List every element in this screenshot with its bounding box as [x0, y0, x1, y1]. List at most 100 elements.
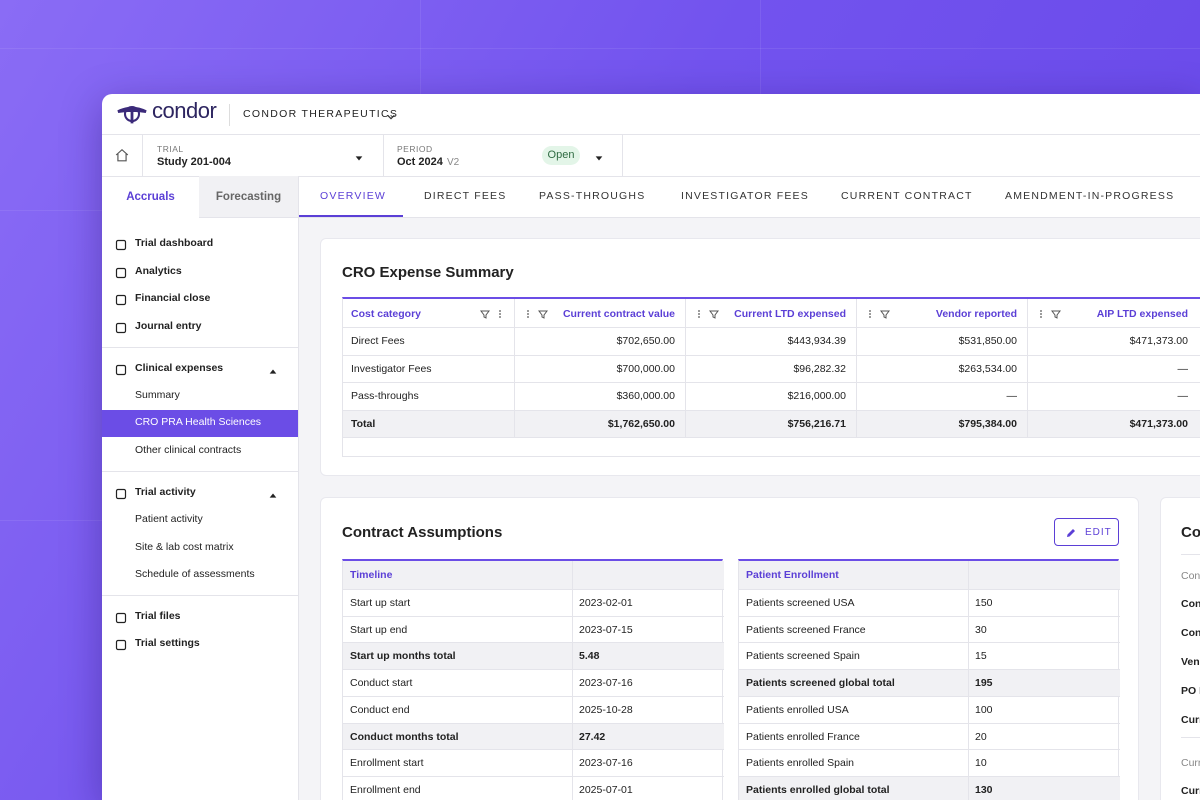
- table-cell: Conduct months total: [350, 730, 459, 743]
- table-cell: 30: [975, 623, 987, 636]
- nav-icon-svg: [115, 267, 127, 279]
- nav-icon: [115, 266, 127, 279]
- side-tab[interactable]: Forecasting: [215, 191, 282, 203]
- table-cell: $443,934.39: [787, 335, 846, 347]
- column-header[interactable]: Current LTD expensed: [734, 308, 846, 320]
- logo-mark-svg: [117, 105, 147, 124]
- nav-icon: [115, 363, 127, 376]
- tab[interactable]: OVERVIEW: [320, 190, 387, 202]
- nav-active-bg: [102, 410, 298, 437]
- row-border: [343, 775, 724, 800]
- period-value[interactable]: Oct 2024: [397, 156, 443, 168]
- nav-icon: [115, 611, 127, 624]
- nav-item[interactable]: Patient activity: [135, 513, 203, 525]
- filter-border: [383, 134, 384, 176]
- card: Contract Assumptions EDIT Timeline Start up…: [320, 497, 1139, 800]
- filter-border: [142, 134, 143, 176]
- nav-icon: [115, 238, 127, 251]
- menu-icon: [864, 307, 876, 319]
- nav-item[interactable]: CRO PRA Health Sciences: [135, 416, 262, 428]
- period-dropdown-svg: [595, 156, 603, 161]
- period-label: PERIOD: [397, 144, 433, 154]
- status-pill: Open: [542, 146, 580, 165]
- side-tab[interactable]: Accruals: [126, 191, 175, 203]
- column-header[interactable]: Cost category: [351, 308, 422, 320]
- menu-icon-svg: [1040, 310, 1042, 318]
- table-cell: 2023-07-16: [579, 677, 633, 690]
- row-border: [343, 669, 724, 696]
- trial-label: TRIAL: [157, 144, 184, 154]
- nav-item[interactable]: Clinical expenses: [135, 362, 224, 374]
- row-border: [343, 354, 1200, 383]
- field: PO N: [1181, 685, 1200, 697]
- column-header[interactable]: Vendor reported: [935, 308, 1017, 320]
- filter-icon-svg: [538, 310, 548, 319]
- table-cell: $263,534.00: [958, 362, 1017, 375]
- table-cell: Patients enrolled USA: [746, 703, 849, 716]
- table-cell: Investigator Fees: [351, 362, 432, 375]
- row-border: [343, 642, 724, 670]
- filter-icon-svg: [880, 310, 890, 319]
- nav-item[interactable]: Analytics: [135, 265, 182, 277]
- table-cell: 15: [975, 650, 987, 663]
- nav-item[interactable]: Financial close: [135, 292, 211, 304]
- menu-icon-svg: [527, 310, 529, 318]
- nav-item[interactable]: Other clinical contracts: [135, 444, 242, 456]
- nav-item[interactable]: Site & lab cost matrix: [135, 541, 234, 553]
- tab[interactable]: CURRENT CONTRACT: [841, 190, 973, 202]
- filter-icon: [479, 307, 491, 319]
- field: Con: [1181, 570, 1200, 582]
- nav-item[interactable]: Summary: [135, 389, 180, 401]
- nav-item[interactable]: Trial files: [135, 610, 181, 622]
- bg-decoration: [0, 210, 102, 211]
- table-cell: 100: [975, 703, 993, 716]
- org-name[interactable]: CONDOR THERAPEUTICS: [243, 108, 399, 120]
- filter-icon: [708, 307, 720, 319]
- tab[interactable]: INVESTIGATOR FEES: [681, 190, 809, 202]
- table: Patient Enrollment Patients screened USA 1…: [738, 559, 1120, 800]
- period-version: V2: [447, 157, 460, 168]
- nav-item[interactable]: Journal entry: [135, 320, 202, 332]
- card-title: Co: [1181, 524, 1200, 541]
- bg-decoration: [420, 0, 421, 94]
- table-cell: Enrollment start: [350, 757, 424, 770]
- nav-divider: [102, 347, 298, 348]
- row-border: [739, 615, 1120, 643]
- table-cell: Patients enrolled global total: [746, 783, 890, 796]
- table-cell: —: [1006, 390, 1018, 402]
- table-cell: —: [1177, 390, 1189, 402]
- column-header[interactable]: Current contract value: [562, 308, 675, 320]
- menu-icon-svg: [499, 310, 501, 318]
- nav-icon: [115, 638, 127, 651]
- filter-icon: [879, 307, 891, 319]
- tab[interactable]: DIRECT FEES: [424, 190, 507, 202]
- trial-value[interactable]: Study 201-004: [157, 156, 231, 168]
- divider: [229, 104, 230, 126]
- header-bg: [739, 561, 1120, 589]
- table: Timeline Start up start 2023-02-01 Start up…: [342, 559, 724, 800]
- row-border: [739, 749, 1120, 776]
- nav-item[interactable]: Trial settings: [135, 637, 200, 649]
- table-cell: Total: [351, 417, 376, 430]
- tab[interactable]: AMENDMENT-IN-PROGRESS: [1005, 190, 1175, 202]
- edit-button[interactable]: EDIT: [1054, 518, 1119, 546]
- table-cell: 195: [975, 677, 993, 690]
- edit-label[interactable]: EDIT: [1085, 527, 1112, 538]
- sidebar-border: [298, 176, 299, 800]
- table-cell: Pass-throughs: [351, 390, 419, 402]
- table-cell: Patients screened Spain: [746, 650, 860, 663]
- collapse-icon: [268, 364, 278, 374]
- table-cell: Patients screened France: [746, 623, 866, 636]
- nav-item[interactable]: Trial dashboard: [135, 237, 214, 249]
- menu-icon: [1035, 307, 1047, 319]
- nav-item[interactable]: Trial activity: [135, 486, 196, 498]
- column-header[interactable]: AIP LTD expensed: [1096, 308, 1188, 320]
- home-icon: [115, 148, 129, 162]
- collapse-icon-svg: [269, 369, 277, 374]
- period-dropdown: [594, 150, 604, 161]
- table-cell: —: [1177, 362, 1189, 375]
- tab[interactable]: PASS-THROUGHS: [539, 190, 646, 202]
- nav-item[interactable]: Schedule of assessments: [135, 568, 255, 580]
- collapse-icon: [268, 488, 278, 498]
- collapse-icon-svg: [269, 493, 277, 498]
